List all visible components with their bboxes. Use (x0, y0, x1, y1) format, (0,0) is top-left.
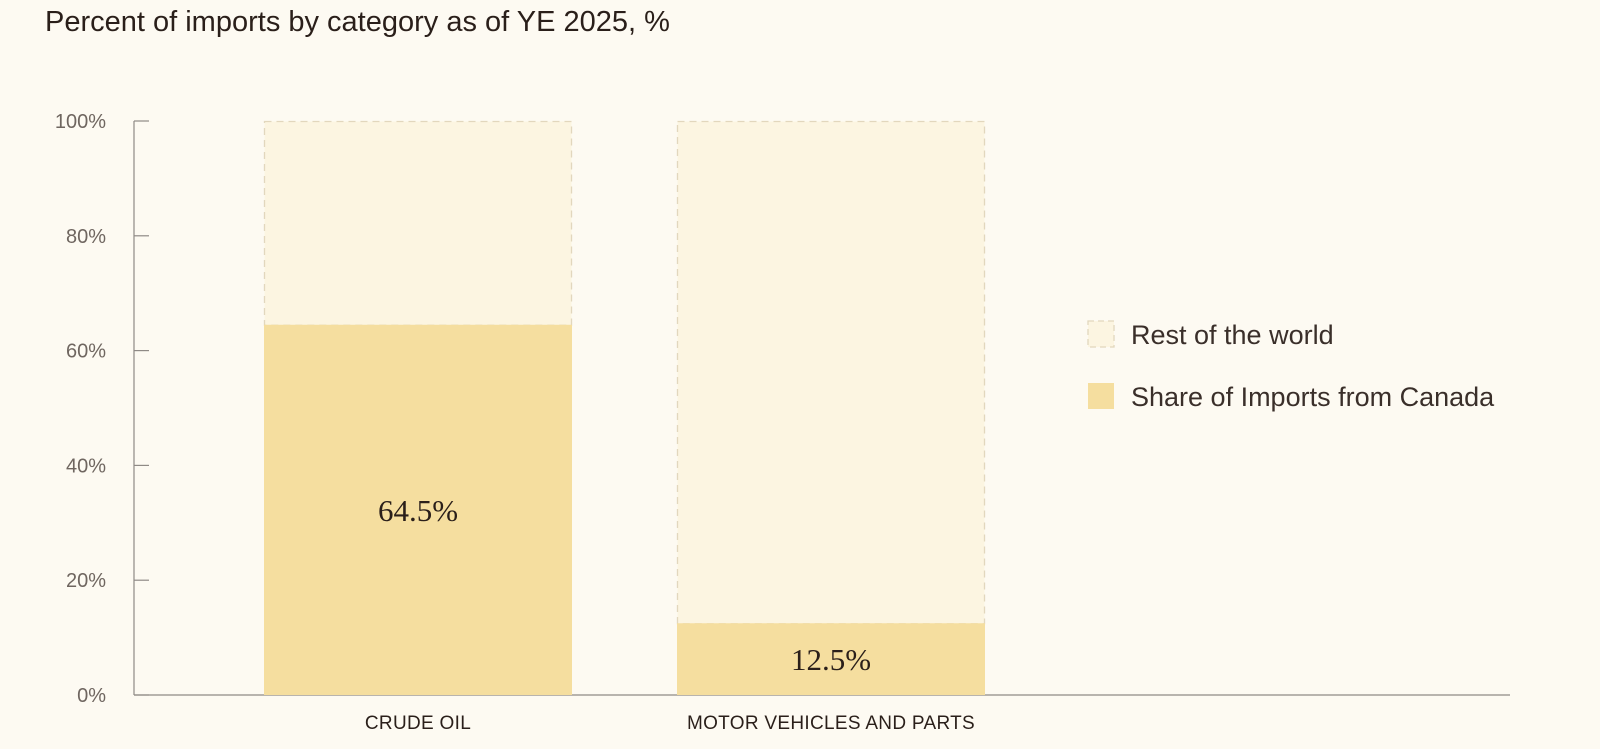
bar-value-label: 12.5% (791, 642, 871, 677)
y-tick-label: 80% (66, 226, 106, 248)
bar-rest-of-world (263, 120, 573, 326)
x-category-label: CRUDE OIL (365, 713, 471, 734)
y-tick-label: 0% (77, 685, 106, 707)
bar-share-canada (264, 324, 572, 695)
bars (263, 120, 986, 695)
legend-label: Rest of the world (1131, 320, 1334, 350)
x-category-label: MOTOR VEHICLES AND PARTS (687, 713, 975, 734)
chart-title: Percent of imports by category as of YE … (45, 6, 670, 38)
legend: Rest of the world Share of Imports from C… (1087, 320, 1495, 412)
y-tick-label: 60% (66, 341, 106, 363)
y-tick-label: 40% (66, 455, 106, 477)
labels: 64.5% CRUDE OIL 12.5% MOTOR VEHICLES AND PA… (365, 493, 975, 734)
legend-swatch-rest-of-world (1087, 320, 1115, 348)
legend-swatch-share-canada (1088, 383, 1114, 409)
bar-rest-of-world (676, 120, 986, 625)
bar-value-label: 64.5% (378, 493, 458, 528)
y-tick-label: 100% (55, 111, 106, 133)
y-tick-label: 20% (66, 570, 106, 592)
legend-label: Share of Imports from Canada (1131, 382, 1495, 412)
bar-share-canada (677, 623, 985, 695)
